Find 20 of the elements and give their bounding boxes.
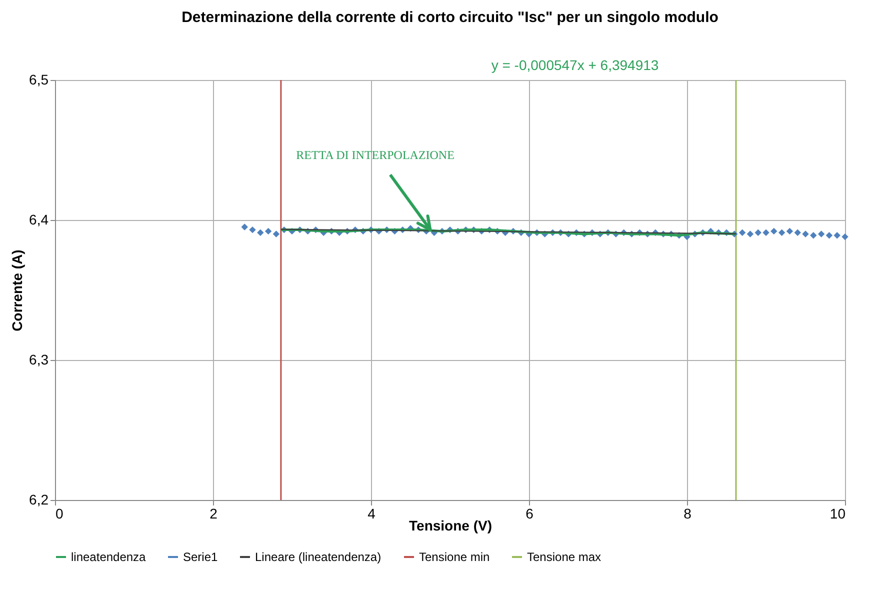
x-axis-title: Tensione (V) [409, 518, 492, 534]
legend-label: lineatendenza [71, 550, 146, 564]
y-tick-label: 6,5 [29, 72, 49, 88]
x-tick-label: 0 [56, 506, 64, 522]
annotation: RETTA DI INTERPOLAZIONE [296, 148, 454, 162]
y-axis-title: Corrente (A) [9, 250, 26, 332]
x-tick-label: 8 [684, 506, 692, 522]
x-tick-label: 6 [526, 506, 534, 522]
y-tick-label: 6,4 [29, 212, 49, 228]
legend-label: Serie1 [183, 550, 218, 564]
y-tick-label: 6,3 [29, 352, 49, 368]
legend-label: Lineare (lineatendenza) [255, 550, 382, 564]
text: y = -0,000547x + 6,394913 [491, 57, 659, 73]
x-tick-label: 4 [368, 506, 376, 522]
legend-label: Tensione max [527, 550, 602, 564]
legend-label: Tensione min [419, 550, 490, 564]
x-tick-label: 10 [830, 506, 846, 522]
y-tick-label: 6,2 [29, 492, 49, 508]
chart-title: Determinazione della corrente di corto circuito "Isc" per un singolo modulo [182, 9, 718, 26]
x-tick-label: 2 [210, 506, 218, 522]
